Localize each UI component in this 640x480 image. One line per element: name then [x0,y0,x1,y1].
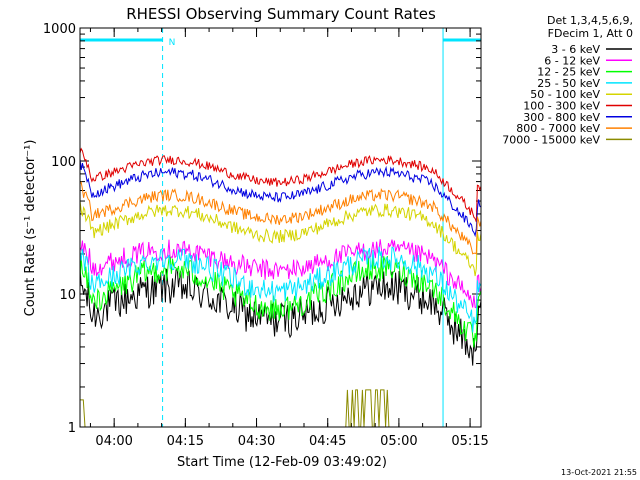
x-tick-label: 04:15 [167,434,204,449]
legend-entry-label: 300 - 800 keV [523,111,600,124]
x-tick-label: 04:30 [238,434,275,449]
series-line-5 [79,147,482,223]
plot-frame [79,27,482,428]
legend-entry-label: 6 - 12 keV [544,54,600,67]
x-tick-label: 04:00 [95,434,132,449]
night-label: N [169,38,176,48]
y-tick-label: 1000 [43,22,76,37]
series-line-2 [79,255,482,348]
legend-header-detectors: Det 1,3,4,5,6,9, [547,14,633,27]
legend-entry-label: 7000 - 15000 keV [502,133,600,146]
y-tick-label: 100 [51,155,76,170]
legend-header-fdecim: FDecim 1, Att 0 [548,27,633,40]
series-line-3 [79,246,482,333]
series-line-4 [79,200,482,277]
x-axis-label: Start Time (12-Feb-09 03:49:02) [177,455,387,470]
legend-entry-label: 3 - 6 keV [551,43,600,56]
legend: Det 1,3,4,5,6,9, FDecim 1, Att 0 3 - 6 k… [502,14,633,146]
y-tick-label: 10 [59,288,76,303]
chart-title: RHESSI Observing Summary Count Rates [126,5,436,23]
legend-entry-label: 100 - 300 keV [523,100,600,113]
x-tick-labels: 04:00 04:15 04:30 04:45 05:00 05:15 [95,434,488,449]
legend-entry-label: 25 - 50 keV [537,77,600,90]
x-tick-label: 05:15 [451,434,488,449]
series-line-6 [79,158,482,238]
series-line-0 [79,266,482,366]
y-axis-label: Count Rate (s⁻¹ detector⁻¹) [23,140,38,317]
x-tick-label: 05:00 [380,434,417,449]
axes [80,28,481,428]
legend-entry-label: 12 - 25 keV [537,66,600,79]
series-lines [79,147,482,428]
legend-entry-label: 800 - 7000 keV [516,122,600,135]
series-line-7 [79,181,482,255]
footer-date: 13-Oct-2021 21:55 [561,468,637,477]
legend-entry-label: 50 - 100 keV [530,88,600,101]
y-tick-labels: 1 10 100 1000 [43,22,76,436]
x-tick-label: 04:45 [309,434,346,449]
y-tick-label: 1 [68,421,76,436]
